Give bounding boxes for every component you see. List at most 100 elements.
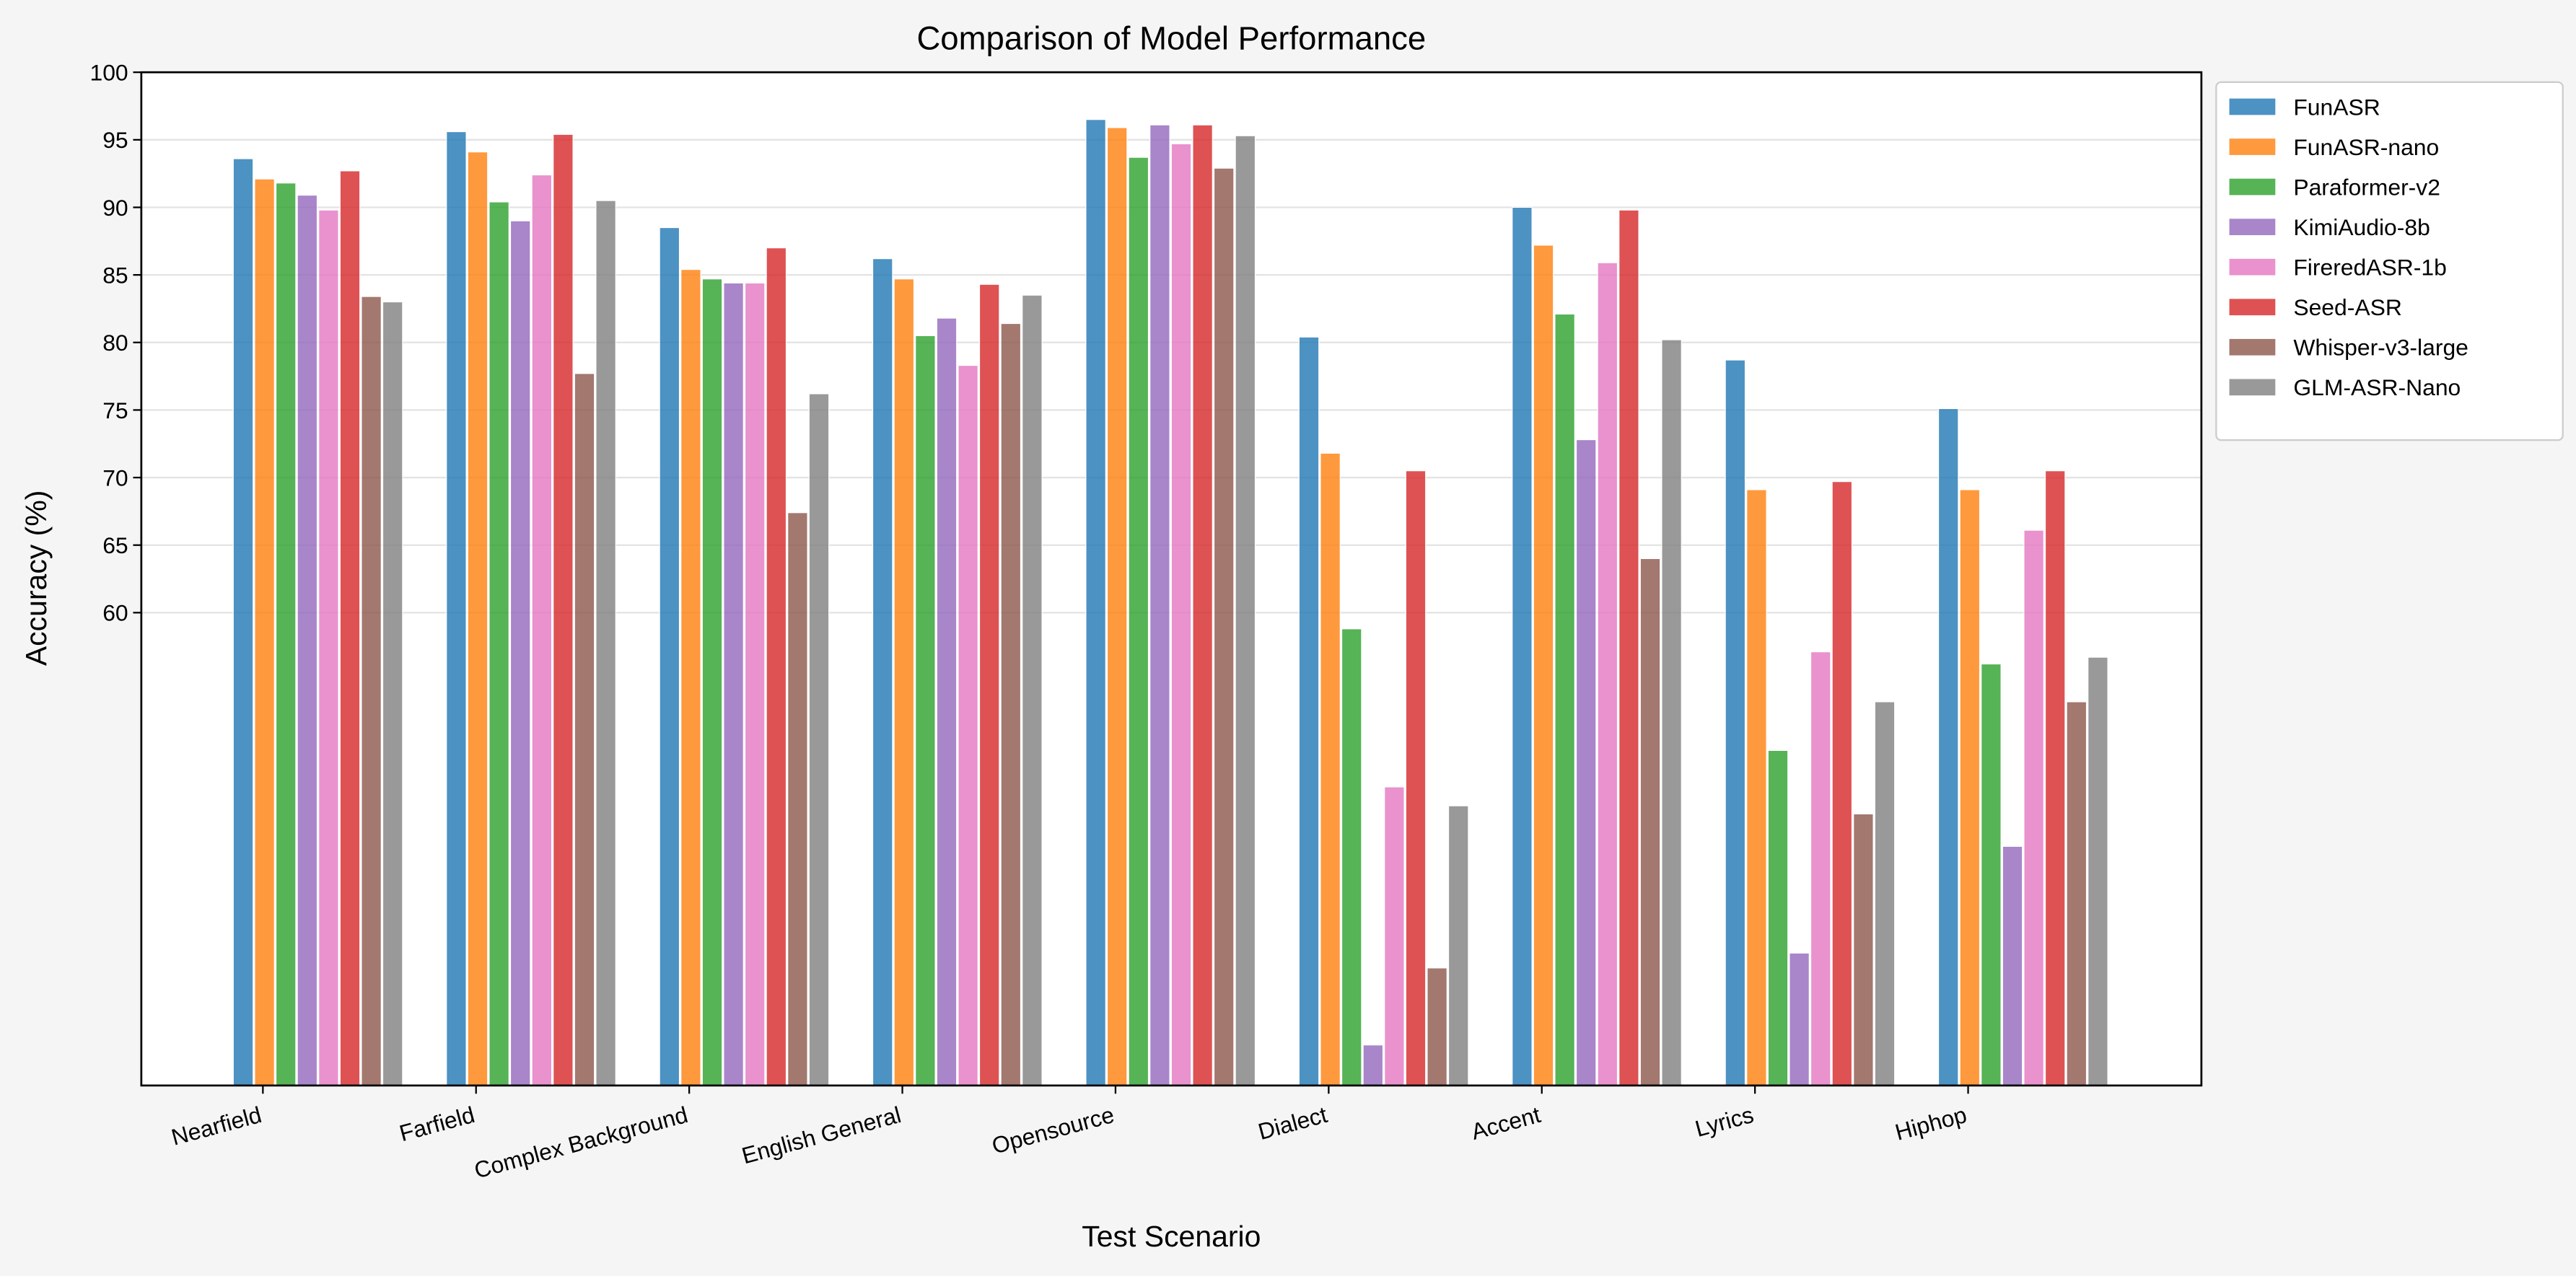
bar	[2087, 656, 2108, 1086]
bar	[893, 278, 915, 1086]
y-tick-label: 90	[102, 195, 128, 221]
bar	[2044, 470, 2066, 1086]
legend-label: FireredASR-1b	[2293, 255, 2446, 281]
y-ticks: 60 65 70 75 80 85 90 95 100	[89, 60, 141, 626]
bar	[787, 512, 808, 1086]
bar	[531, 174, 553, 1086]
chart-title: Comparison of Model Performance	[916, 19, 1426, 56]
bar	[1320, 452, 1341, 1086]
bar	[1661, 339, 1682, 1086]
bar	[2002, 845, 2023, 1086]
legend-label: Whisper-v3-large	[2293, 335, 2468, 361]
bar	[1554, 313, 1575, 1086]
bar	[915, 335, 936, 1086]
legend-box	[2215, 81, 2564, 441]
legend-swatch	[2229, 98, 2276, 115]
bar	[808, 393, 830, 1086]
legend: FunASR FunASR-nano Paraformer-v2 KimiAudio-…	[2215, 81, 2564, 441]
bar	[1447, 805, 1469, 1086]
bar	[872, 258, 893, 1086]
bar	[553, 133, 574, 1086]
bar	[1235, 135, 1256, 1086]
legend-swatch	[2229, 138, 2276, 155]
y-tick-label: 60	[102, 600, 128, 626]
y-tick-label: 95	[102, 127, 128, 153]
bar	[2066, 701, 2087, 1086]
bar	[1085, 119, 1106, 1086]
y-tick-label: 85	[102, 263, 128, 289]
bar	[1170, 143, 1192, 1086]
bar	[489, 201, 509, 1086]
bar	[659, 226, 680, 1086]
bar	[2023, 529, 2044, 1086]
bar	[766, 247, 787, 1086]
bar	[1575, 439, 1597, 1086]
bar	[1810, 651, 1831, 1086]
bar	[1938, 408, 1959, 1086]
bar	[467, 151, 489, 1086]
y-tick-label: 75	[102, 397, 128, 423]
bar	[1405, 470, 1427, 1086]
bar	[1746, 489, 1767, 1086]
bar	[1725, 359, 1746, 1086]
bar	[744, 282, 766, 1086]
legend-label: Seed-ASR	[2293, 294, 2402, 320]
bar	[1149, 124, 1170, 1086]
bar	[1341, 628, 1362, 1086]
bar	[1767, 749, 1789, 1086]
bar	[1000, 322, 1022, 1086]
legend-label: KimiAudio-8b	[2293, 214, 2430, 240]
legend-swatch	[2229, 338, 2276, 356]
legend-swatch	[2229, 219, 2276, 236]
bar	[1128, 157, 1149, 1086]
bar	[232, 158, 254, 1086]
y-tick-label: 80	[102, 330, 128, 356]
y-tick-label: 100	[89, 60, 128, 86]
bar	[1639, 558, 1661, 1086]
bar	[339, 170, 361, 1086]
bar	[701, 278, 723, 1086]
bar	[1106, 127, 1128, 1086]
bar	[958, 365, 978, 1086]
bar	[1192, 124, 1213, 1086]
bar	[1853, 813, 1874, 1086]
bar	[1597, 262, 1618, 1086]
bar	[509, 220, 531, 1086]
bar	[574, 373, 595, 1086]
bar	[361, 296, 382, 1086]
bar	[1789, 952, 1810, 1086]
legend-swatch	[2229, 299, 2276, 316]
bar	[382, 302, 403, 1086]
bar	[680, 269, 701, 1086]
y-axis-label: Accuracy (%)	[19, 490, 53, 666]
bar	[1874, 701, 1896, 1086]
bar	[1213, 167, 1235, 1086]
legend-swatch	[2229, 178, 2276, 195]
bar	[936, 317, 958, 1086]
x-axis-label: Test Scenario	[1082, 1220, 1261, 1253]
bar	[275, 182, 297, 1086]
bars	[232, 119, 2108, 1086]
legend-swatch	[2229, 379, 2276, 396]
bar	[1298, 336, 1320, 1086]
bar	[1362, 1044, 1384, 1086]
bar	[723, 282, 744, 1086]
legend-label: GLM-ASR-Nano	[2293, 374, 2461, 400]
y-tick-label: 70	[102, 465, 128, 490]
y-tick-label: 65	[102, 532, 128, 558]
plot-frame	[140, 71, 2203, 1087]
bar	[254, 178, 275, 1086]
bar	[1427, 967, 1447, 1086]
bar	[1959, 489, 1981, 1086]
bar	[1981, 663, 2002, 1086]
bar	[1512, 206, 1533, 1086]
bar	[297, 195, 318, 1086]
bar	[1022, 294, 1043, 1086]
bar	[1618, 209, 1639, 1086]
legend-label: Paraformer-v2	[2293, 174, 2440, 200]
bar	[1831, 481, 1853, 1086]
bar	[318, 209, 339, 1086]
legend-label: FunASR	[2293, 94, 2380, 120]
legend-swatch	[2229, 258, 2276, 276]
